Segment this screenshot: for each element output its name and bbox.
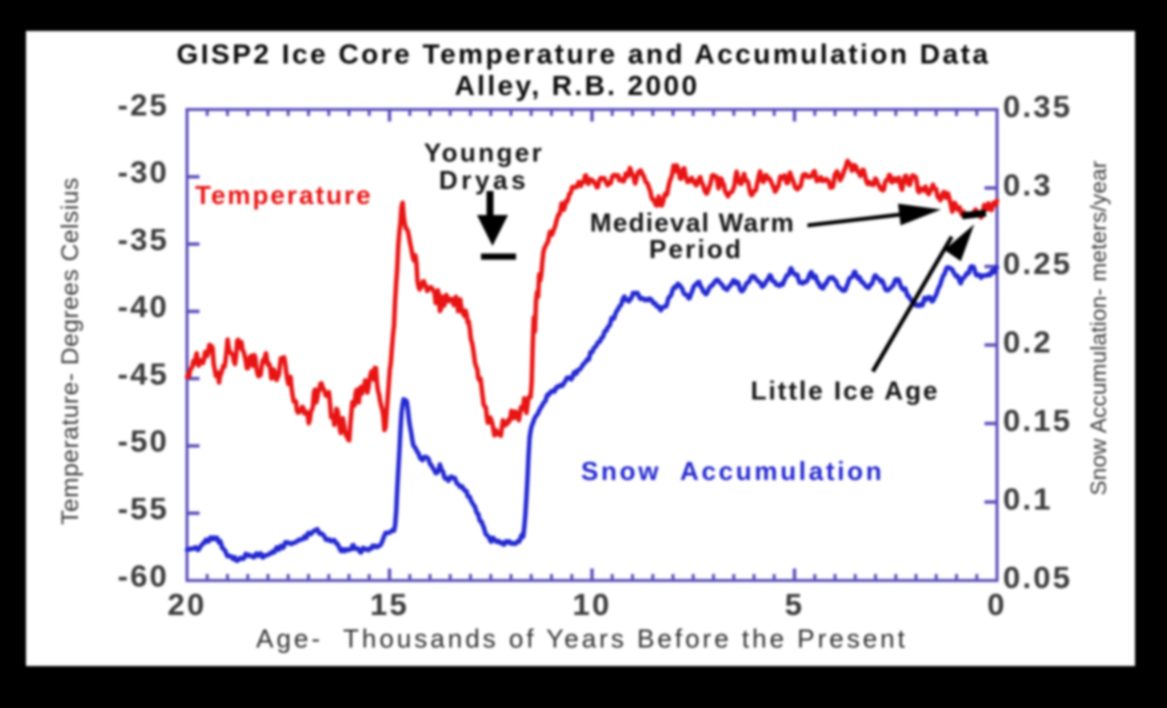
- svg-text:-40: -40: [118, 289, 169, 324]
- svg-text:-25: -25: [118, 87, 169, 122]
- svg-text:5: 5: [785, 587, 804, 622]
- svg-text:0.1: 0.1: [1003, 482, 1053, 517]
- svg-text:Alley, R.B. 2000: Alley, R.B. 2000: [455, 70, 700, 101]
- svg-text:Snow Accumulation- meters/year: Snow Accumulation- meters/year: [1086, 160, 1111, 495]
- svg-text:10: 10: [573, 587, 612, 622]
- svg-text:0.15: 0.15: [1003, 403, 1072, 438]
- svg-text:15: 15: [370, 587, 409, 622]
- svg-text:Dryas: Dryas: [439, 165, 529, 195]
- svg-text:Younger: Younger: [424, 138, 544, 168]
- svg-text:-35: -35: [118, 222, 169, 257]
- svg-text:0.2: 0.2: [1003, 325, 1053, 360]
- svg-text:-55: -55: [118, 491, 169, 526]
- svg-text:20: 20: [168, 587, 207, 622]
- svg-text:Little Ice Age: Little Ice Age: [751, 376, 940, 406]
- svg-text:0.35: 0.35: [1003, 89, 1072, 124]
- svg-text:-60: -60: [118, 558, 169, 593]
- svg-text:Snow Accumulation: Snow Accumulation: [581, 456, 884, 486]
- svg-text:Temperature: Temperature: [195, 180, 373, 210]
- svg-text:0.05: 0.05: [1003, 560, 1072, 595]
- svg-text:0: 0: [987, 587, 1006, 622]
- svg-text:Period: Period: [649, 234, 743, 264]
- svg-text:0.3: 0.3: [1003, 168, 1053, 203]
- svg-text:Age- Thousands of Years Befor: Age- Thousands of Years Before the Prese…: [256, 624, 908, 654]
- svg-text:GISP2 Ice Core Temperature and: GISP2 Ice Core Temperature and Accumulat…: [177, 39, 991, 70]
- svg-text:-30: -30: [118, 155, 169, 190]
- svg-text:0.25: 0.25: [1003, 246, 1072, 281]
- svg-text:Medieval Warm: Medieval Warm: [590, 208, 795, 238]
- svg-text:-50: -50: [118, 424, 169, 459]
- svg-text:-45: -45: [118, 356, 169, 391]
- svg-text:Temperature- Degrees Celsius: Temperature- Degrees Celsius: [57, 177, 84, 525]
